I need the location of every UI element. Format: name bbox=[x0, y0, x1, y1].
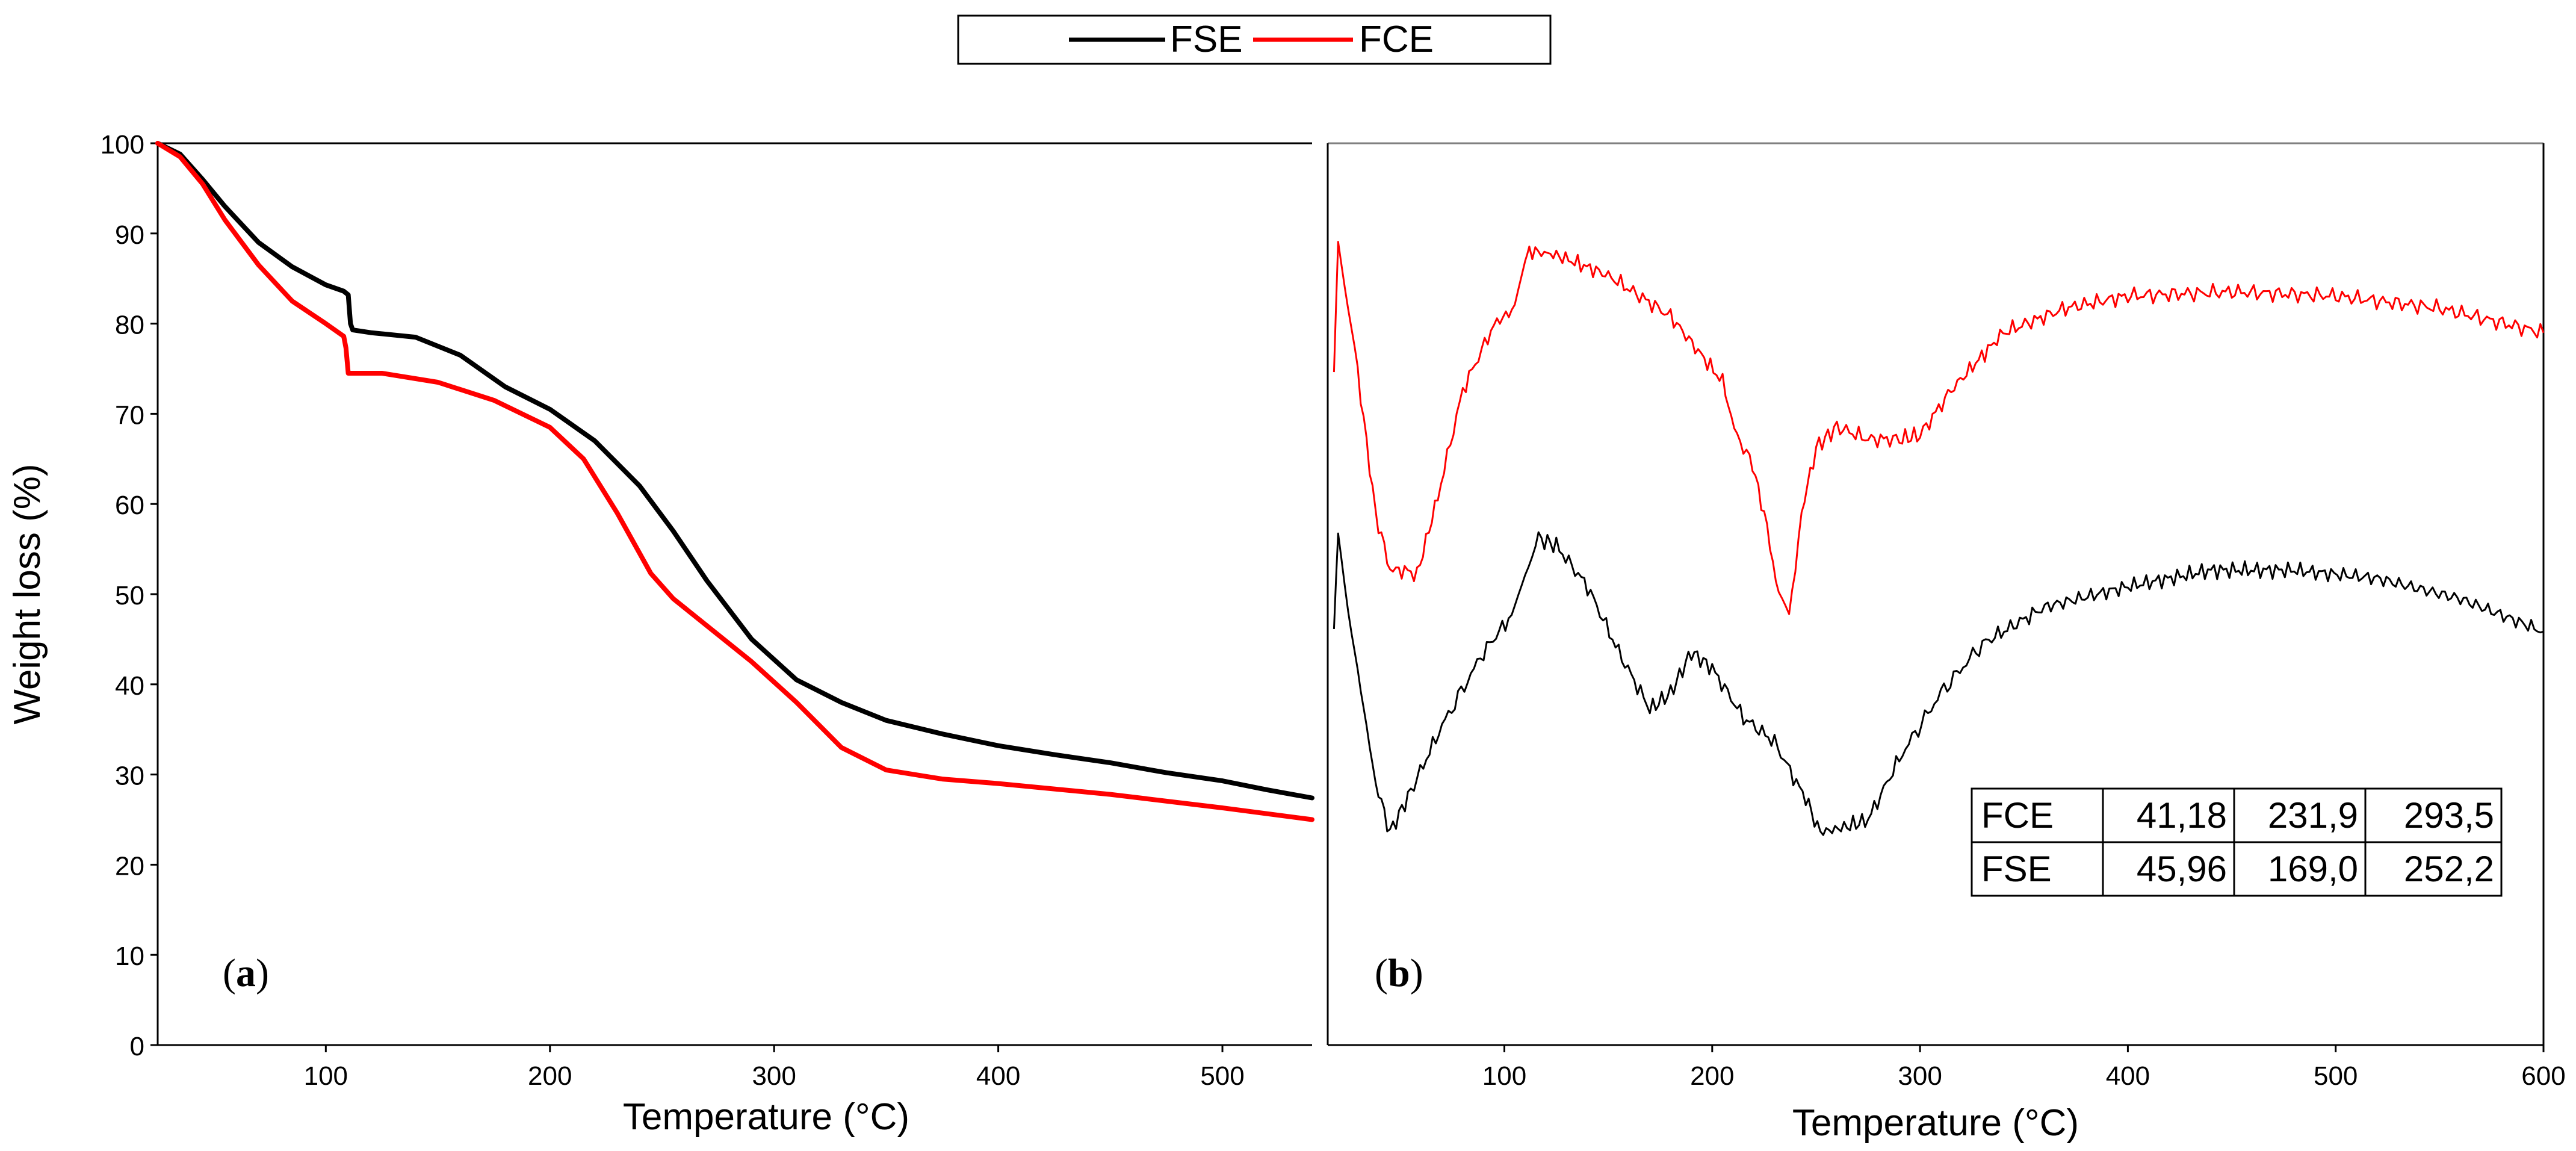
results-table-cell: 45,96 bbox=[2137, 849, 2227, 889]
x-tick-label: 400 bbox=[2106, 1061, 2150, 1091]
y-tick-label: 0 bbox=[130, 1032, 144, 1061]
x-tick-label: 100 bbox=[1482, 1061, 1526, 1091]
x-tick-label: 100 bbox=[304, 1061, 348, 1091]
x-tick-label: 200 bbox=[528, 1061, 572, 1091]
panel-a-label-letter: a bbox=[236, 951, 256, 995]
panel-a-y-ticks: 0 10 20 30 40 50 60 70 80 90 100 bbox=[101, 130, 158, 1061]
panel-b-xlabel: Temperature (°C) bbox=[1792, 1102, 2079, 1144]
panel-a-series bbox=[155, 141, 1314, 822]
series-line-fse bbox=[155, 141, 1314, 801]
results-table-cell: 41,18 bbox=[2137, 795, 2227, 836]
y-tick-label: 40 bbox=[115, 671, 144, 701]
results-table-cell: FCE bbox=[1981, 795, 2054, 836]
y-tick-label: 60 bbox=[115, 491, 144, 520]
results-table-cell: FSE bbox=[1981, 849, 2052, 889]
x-tick-label: 300 bbox=[752, 1061, 796, 1091]
series-line-fce bbox=[155, 141, 1314, 822]
y-tick-label: 70 bbox=[115, 400, 144, 430]
panel-b-series bbox=[1333, 241, 2545, 836]
panel-a-ylabel: Weight loss (%) bbox=[7, 464, 48, 725]
y-tick-label: 10 bbox=[115, 942, 144, 971]
series-line-fse bbox=[1333, 531, 2544, 836]
panel-b-x-ticks: 100 200 300 400 500 600 bbox=[1482, 1045, 2566, 1091]
y-tick-label: 20 bbox=[115, 851, 144, 881]
panel-a: 0 10 20 30 40 50 60 70 80 90 100 100 200 300 400 500 W… bbox=[7, 130, 1314, 1138]
legend-label-fse: FSE bbox=[1170, 19, 1243, 60]
x-tick-label: 200 bbox=[1690, 1061, 1734, 1091]
results-table-cell: 252,2 bbox=[2404, 849, 2494, 889]
x-tick-label: 400 bbox=[976, 1061, 1020, 1091]
panel-a-label: (a) bbox=[223, 951, 269, 995]
panel-a-x-ticks: 100 200 300 400 500 bbox=[304, 1045, 1245, 1091]
y-tick-label: 80 bbox=[115, 311, 144, 340]
y-tick-label: 100 bbox=[101, 130, 144, 160]
x-tick-label: 600 bbox=[2521, 1061, 2565, 1091]
series-line-fce bbox=[1333, 241, 2545, 615]
panel-b: 100 200 300 400 500 600 Temperature (°C) (b) … bbox=[1327, 142, 2566, 1144]
y-tick-label: 50 bbox=[115, 581, 144, 610]
results-table-cell: 169,0 bbox=[2268, 849, 2358, 889]
legend: FSE FCE bbox=[957, 14, 1552, 65]
y-tick-label: 90 bbox=[115, 220, 144, 250]
results-table-cell: 293,5 bbox=[2404, 795, 2494, 836]
results-table: FCE 41,18 231,9 293,5 FSE 45,96 169,0 25… bbox=[1971, 787, 2503, 897]
y-tick-label: 30 bbox=[115, 762, 144, 791]
panel-b-label: (b) bbox=[1375, 951, 1423, 995]
panel-a-xlabel: Temperature (°C) bbox=[623, 1096, 909, 1138]
x-tick-label: 500 bbox=[1200, 1061, 1244, 1091]
legend-label-fce: FCE bbox=[1359, 19, 1434, 60]
panel-b-label-letter: b bbox=[1388, 951, 1410, 995]
x-tick-label: 500 bbox=[2314, 1061, 2358, 1091]
results-table-cell: 231,9 bbox=[2268, 795, 2358, 836]
x-tick-label: 300 bbox=[1898, 1061, 1942, 1091]
